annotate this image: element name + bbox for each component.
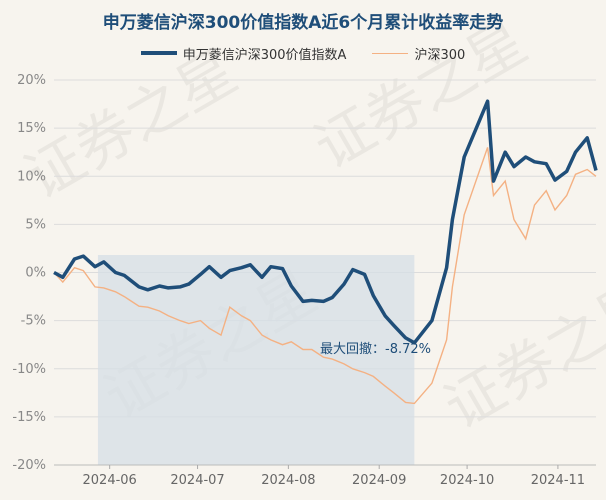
x-tick-label: 2024-06 [83, 473, 137, 488]
legend-item-fund: 申万菱信沪深300价值指数A [140, 44, 347, 63]
max-drawdown-annotation: 最大回撤：-8.72% [320, 341, 431, 357]
x-axis: 2024-06 2024-07 2024-08 2024-09 2024-10 2024-… [54, 464, 596, 488]
drawdown-shade [97, 255, 415, 465]
y-tick-label: 15% [17, 121, 46, 136]
watermark-text: 证券之星 [433, 267, 606, 442]
series-line-fund [53, 99, 598, 345]
y-tick-label: -20% [12, 458, 46, 473]
y-tick-label: -15% [12, 410, 46, 425]
y-tick-label: 0% [25, 266, 46, 281]
x-tick-label: 2024-11 [531, 473, 585, 488]
y-tick-label: -10% [12, 362, 46, 377]
x-tick-label: 2024-07 [170, 473, 224, 488]
y-tick-label: 10% [17, 169, 46, 184]
y-tick-label: -5% [21, 314, 46, 329]
x-tick-label: 2024-08 [261, 473, 315, 488]
series-line-index [53, 147, 597, 405]
legend-swatch-index [372, 52, 409, 54]
x-tick-label: 2024-10 [440, 473, 494, 488]
legend-item-index: 沪深300 [372, 44, 465, 63]
y-tick-label: 5% [25, 217, 46, 232]
y-tick-label: 20% [17, 73, 46, 88]
legend: 申万菱信沪深300价值指数A 沪深300 [0, 44, 606, 63]
x-tick-label: 2024-09 [352, 473, 406, 488]
legend-label-index: 沪深300 [414, 47, 466, 63]
watermark-text: 证券之星 [13, 37, 248, 212]
legend-label-fund: 申万菱信沪深300价值指数A [182, 47, 347, 63]
y-axis: 20% 15% 10% 5% 0% -5% -10% -15% -20% [12, 73, 46, 473]
legend-swatch-fund [140, 51, 177, 55]
chart-title: 申万菱信沪深300价值指数A近6个月累计收益率走势 [102, 13, 504, 33]
